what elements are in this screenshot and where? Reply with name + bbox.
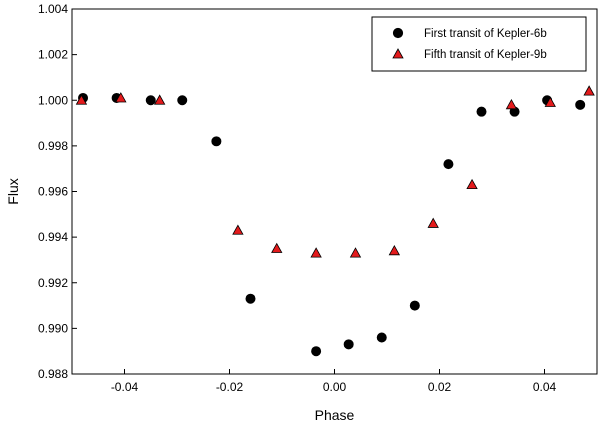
data-point-circle xyxy=(476,106,487,117)
legend-label-kepler-9b: Fifth transit of Kepler-9b xyxy=(424,49,547,61)
x-tick-label: 0.00 xyxy=(323,380,347,394)
x-tick-label: 0.02 xyxy=(428,380,452,394)
data-point-triangle xyxy=(583,85,595,96)
data-point-triangle xyxy=(427,217,439,228)
y-tick-label: 0.992 xyxy=(38,276,68,290)
data-point-circle xyxy=(343,339,354,350)
data-point-circle xyxy=(575,99,586,110)
y-tick-label: 0.996 xyxy=(38,185,68,199)
data-point-circle xyxy=(443,159,454,170)
y-tick-label: 0.998 xyxy=(38,139,68,153)
x-tick-label: 0.04 xyxy=(533,380,557,394)
data-point-triangle xyxy=(271,242,283,253)
data-point-triangle xyxy=(232,224,244,235)
data-point-circle xyxy=(145,95,156,106)
data-point-triangle xyxy=(505,98,518,110)
data-point-triangle xyxy=(153,94,166,105)
legend-marker-circle xyxy=(392,27,404,39)
data-point-circle xyxy=(311,346,322,357)
y-tick-label: 0.990 xyxy=(38,321,68,335)
data-point-triangle xyxy=(115,92,127,103)
y-tick-label: 1.004 xyxy=(38,2,68,16)
legend-label-kepler-6b: First transit of Kepler-6b xyxy=(424,28,547,40)
data-point-triangle xyxy=(75,94,88,105)
data-point-circle xyxy=(409,300,420,311)
data-points xyxy=(75,85,595,357)
data-point-circle xyxy=(376,332,387,343)
data-point-triangle xyxy=(349,247,362,258)
x-axis-title: Phase xyxy=(315,407,355,423)
y-tick-label: 1.000 xyxy=(38,93,68,107)
y-tick-label: 0.994 xyxy=(38,230,68,244)
data-point-circle xyxy=(245,293,256,304)
data-point-triangle xyxy=(388,244,401,256)
data-point-triangle xyxy=(544,96,556,107)
x-tick-label: -0.02 xyxy=(216,380,244,394)
y-axis-title: Flux xyxy=(5,178,21,204)
data-point-triangle xyxy=(310,247,322,258)
legend-marker-triangle xyxy=(392,48,404,59)
axis-ticks: 0.988 0.990 0.992 0.994 0.996 0.998 1.000 1.002… xyxy=(38,2,557,394)
data-point-triangle xyxy=(466,178,478,190)
y-tick-label: 0.988 xyxy=(38,367,68,381)
y-tick-label: 1.002 xyxy=(38,48,68,62)
x-tick-label: -0.04 xyxy=(111,380,139,394)
data-point-circle xyxy=(211,136,222,147)
legend: First transit of Kepler-6b Fifth transit… xyxy=(371,16,587,72)
legend-box xyxy=(371,16,587,72)
data-point-circle xyxy=(177,95,188,106)
